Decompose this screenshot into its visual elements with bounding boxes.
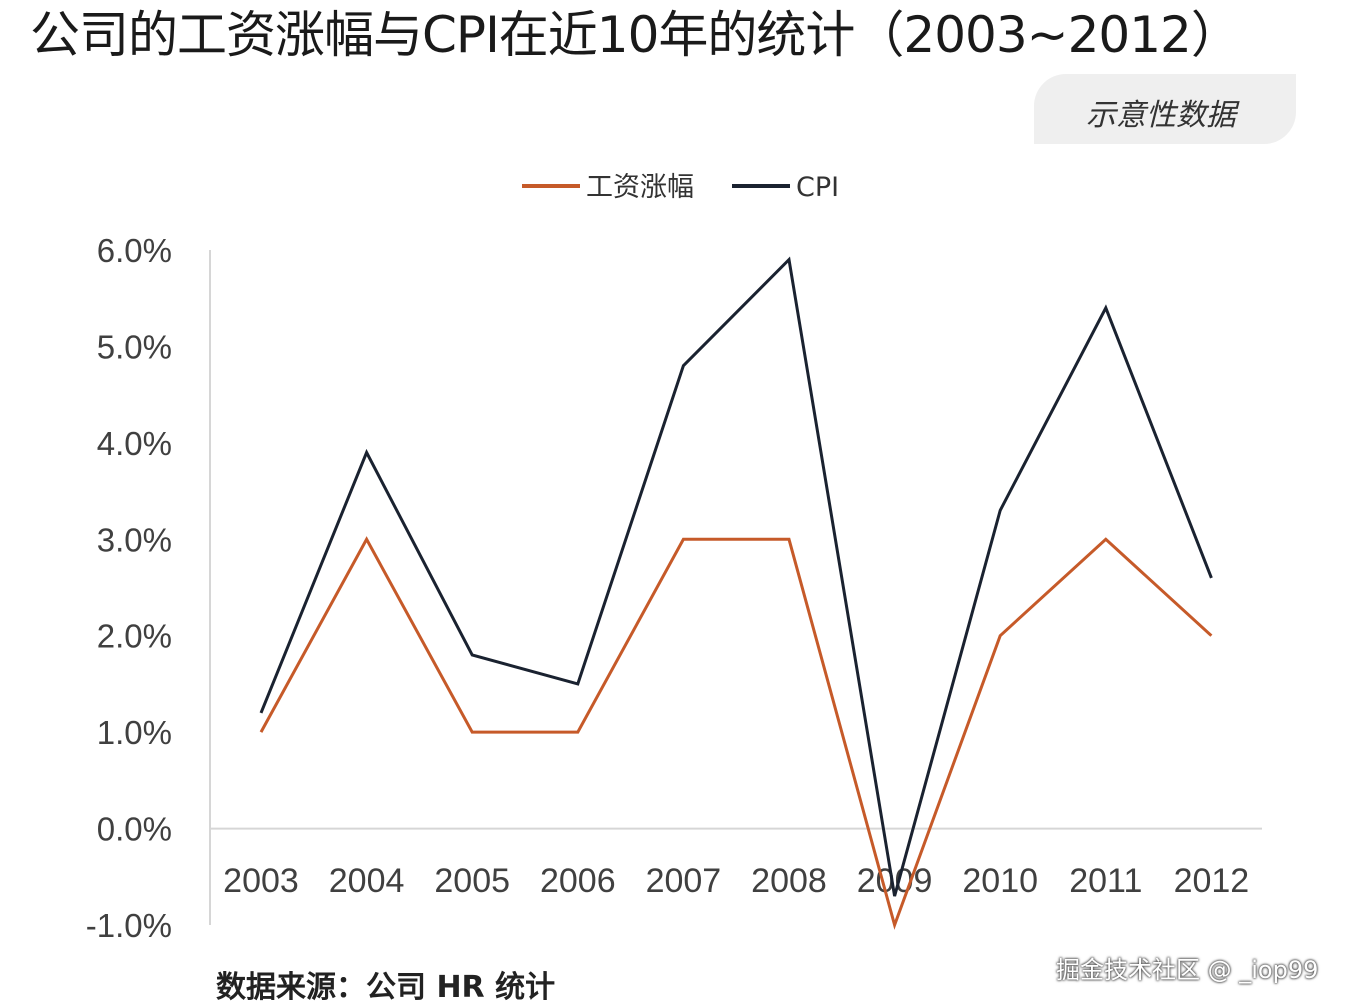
chart-title: 公司的工资涨幅与CPI在近10年的统计（2003~2012）: [30, 6, 1241, 64]
watermark: 掘金技术社区 @ _iop99: [1056, 956, 1319, 984]
x-tick-labels: 2003 2004 2005 2006 2007 2008 2009 2010 2011 2012: [223, 862, 1249, 900]
x-tick-label: 2004: [329, 862, 405, 900]
y-tick-label: -1.0%: [86, 907, 172, 944]
series-lines: [259, 256, 1213, 930]
x-tick-label: 2006: [540, 862, 616, 900]
y-tick-label: 4.0%: [97, 425, 172, 462]
y-tick-label: 1.0%: [97, 714, 172, 751]
x-tick-label: 2010: [962, 862, 1038, 900]
series-line-wage-growth: [259, 536, 1213, 930]
y-tick-label: 5.0%: [97, 328, 172, 365]
legend-label: 工资涨幅: [586, 172, 694, 203]
x-tick-label: 2003: [223, 862, 299, 900]
badge-label: 示意性数据: [1086, 98, 1236, 133]
y-tick-label: 6.0%: [97, 232, 172, 269]
y-tick-label: 0.0%: [97, 811, 172, 848]
y-tick-label: 3.0%: [97, 521, 172, 558]
x-tick-label: 2012: [1174, 862, 1250, 900]
x-tick-label: 2005: [434, 862, 510, 900]
legend-label: CPI: [796, 172, 839, 203]
y-tick-label: 2.0%: [97, 618, 172, 655]
legend: 工资涨幅 CPI: [522, 172, 839, 203]
x-tick-label: 2008: [751, 862, 827, 900]
y-tick-labels: 6.0% 5.0% 4.0% 3.0% 2.0% 1.0% 0.0% -1.0%: [86, 232, 172, 944]
data-source-note: 数据来源：公司 HR 统计: [216, 970, 556, 1005]
series-line-cpi: [259, 256, 1213, 897]
x-tick-label: 2011: [1069, 862, 1142, 900]
axes: [209, 250, 1262, 925]
x-tick-label: 2007: [646, 862, 722, 900]
illustrative-data-badge: 示意性数据: [1034, 74, 1296, 144]
